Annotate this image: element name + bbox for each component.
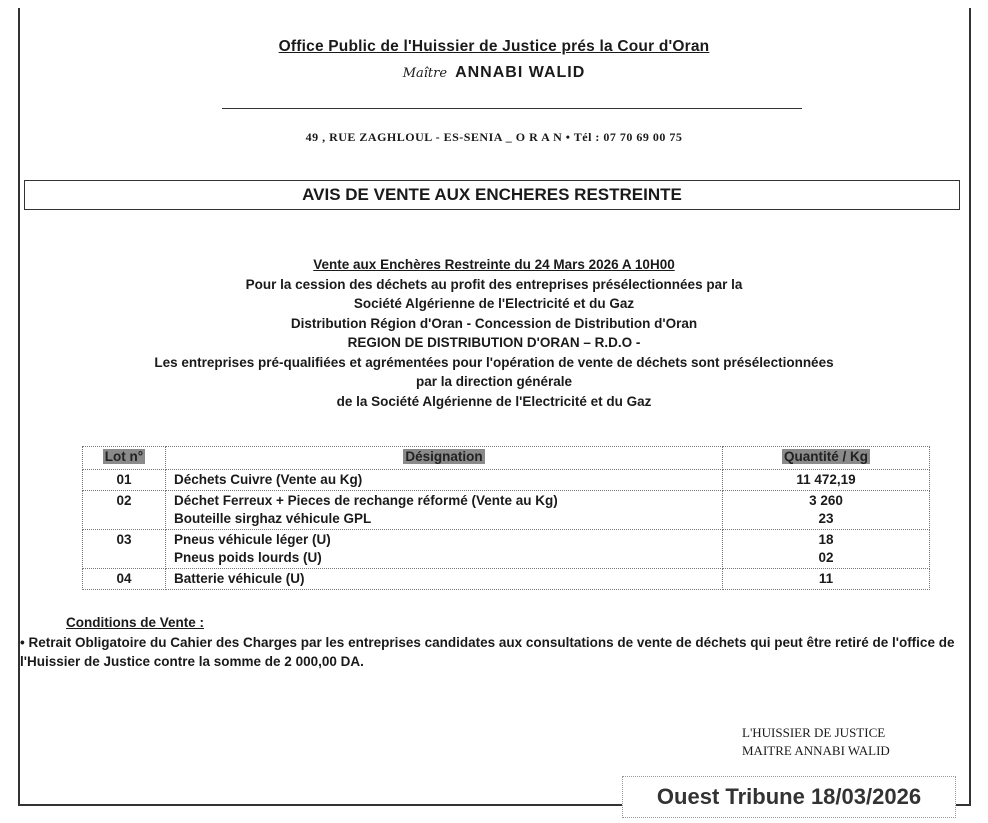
conditions-text: • Retrait Obligatoire du Cahier des Char… [20, 635, 955, 669]
designation-line: Batterie véhicule (U) [174, 571, 305, 586]
quantity-line: 11 [818, 571, 834, 586]
body-line: de la Société Algérienne de l'Electricit… [336, 393, 652, 409]
quantity-line: 23 [818, 511, 834, 526]
notice-title: AVIS DE VENTE AUX ENCHERES RESTREINTE [24, 180, 960, 210]
designation-line: Déchet Ferreux + Pieces de rechange réfo… [174, 493, 558, 508]
col-quantity: Quantité / Kg [722, 446, 930, 470]
col-designation: Désignation [165, 446, 723, 470]
table-row: 03 Pneus véhicule léger (U) Pneus poids lo… [82, 529, 930, 569]
body-line: Les entreprises pré-qualifiées et agréme… [154, 354, 834, 370]
designation: Déchets Cuivre (Vente au Kg) [165, 469, 723, 491]
table-row: 02 Déchet Ferreux + Pieces de rechange ré… [82, 490, 930, 530]
header-divider [222, 108, 802, 109]
notice-frame [18, 8, 971, 806]
conditions-heading: Conditions de Vente : [66, 615, 205, 630]
lots-table: Lot n° Désignation Quantité / Kg 01 Déche… [82, 446, 930, 590]
notice-body: Vente aux Enchères Restreinte du 24 Mars… [0, 255, 988, 411]
designation: Déchet Ferreux + Pieces de rechange réfo… [165, 490, 723, 530]
lot-number: 03 [82, 529, 166, 569]
lot-number: 02 [82, 490, 166, 530]
quantity-line: 18 [818, 532, 834, 547]
body-line: par la direction générale [415, 374, 573, 389]
table-header: Lot n° Désignation Quantité / Kg [82, 446, 930, 470]
col-lot: Lot n° [82, 446, 166, 470]
table-row: 01 Déchets Cuivre (Vente au Kg) 11 472,19 [82, 469, 930, 491]
quantity-line: 3 260 [809, 493, 843, 508]
quantity: 11 [722, 568, 930, 590]
designation-line: Déchets Cuivre (Vente au Kg) [174, 472, 363, 487]
quantity: 11 472,19 [722, 469, 930, 491]
publication-stamp: Ouest Tribune 18/03/2026 [622, 776, 956, 818]
designation-line: Pneus poids lourds (U) [174, 550, 322, 565]
maitre-name: Maître ANNABI WALID [0, 64, 988, 82]
designation: Batterie véhicule (U) [165, 568, 723, 590]
sale-date-line: Vente aux Enchères Restreinte du 24 Mars… [313, 257, 675, 272]
designation: Pneus véhicule léger (U) Pneus poids lour… [165, 529, 723, 569]
quantity: 18 02 [722, 529, 930, 569]
office-title: Office Public de l'Huissier de Justice p… [278, 38, 710, 55]
address: 49 , RUE ZAGHLOUL - ES-SENIA _ O R A N •… [305, 130, 683, 144]
body-line: Société Algérienne de l'Electricité et d… [353, 296, 635, 311]
body-line: Pour la cession des déchets au profit de… [245, 276, 743, 292]
maitre-prefix: Maître [402, 66, 448, 81]
lot-number: 01 [82, 469, 166, 491]
lot-number: 04 [82, 568, 166, 590]
quantity: 3 260 23 [722, 490, 930, 530]
signature-line: L'HUISSIER DE JUSTICE [742, 725, 886, 740]
designation-line: Pneus véhicule léger (U) [174, 532, 331, 547]
signature: L'HUISSIER DE JUSTICE MAITRE ANNABI WALI… [742, 724, 890, 760]
quantity-line: 11 472,19 [796, 472, 856, 487]
table-row: 04 Batterie véhicule (U) 11 [82, 568, 930, 590]
quantity-line: 02 [818, 550, 834, 565]
signature-line: MAITRE ANNABI WALID [742, 743, 890, 758]
body-line: Distribution Région d'Oran - Concession … [290, 315, 698, 331]
name: ANNABI WALID [455, 64, 586, 81]
designation-line: Bouteille sirghaz véhicule GPL [174, 511, 372, 526]
body-line: REGION DE DISTRIBUTION D'ORAN – R.D.O - [347, 335, 641, 350]
